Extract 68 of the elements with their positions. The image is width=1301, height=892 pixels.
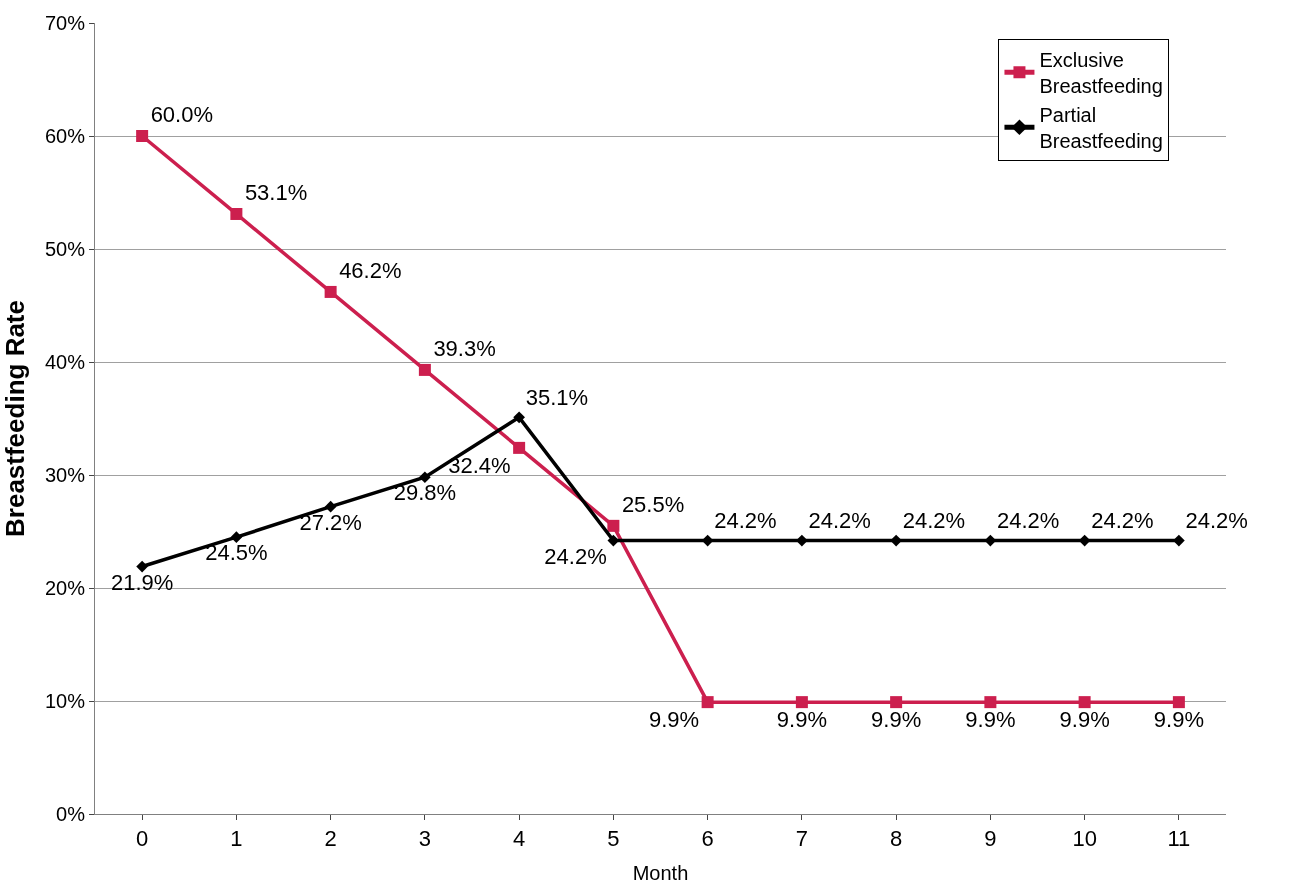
x-tick-label: 8: [890, 826, 903, 852]
data-label: 29.8%: [393, 480, 457, 506]
data-label: 24.2%: [714, 508, 777, 534]
data-label: 25.5%: [621, 491, 685, 517]
y-tick-label: 60%: [44, 125, 86, 147]
y-tick-label: 50%: [44, 238, 86, 260]
y-tick-label: 40%: [44, 351, 86, 373]
point: [230, 207, 243, 220]
point: [513, 441, 526, 454]
point: [796, 534, 808, 547]
data-label: 35.1%: [525, 385, 589, 411]
x-tick-label: 2: [324, 826, 337, 852]
data-label: 53.1%: [244, 179, 308, 205]
y-axis-title: Breastfeeding Rate: [0, 300, 30, 537]
data-label: 9.9%: [776, 707, 827, 733]
data-label: 9.9%: [648, 707, 700, 733]
y-tick-label: 20%: [44, 577, 86, 599]
data-label: 24.2%: [1185, 508, 1248, 534]
legend-label: Exclusive Breastfeeding: [1039, 49, 1163, 98]
point: [513, 411, 525, 424]
point: [1172, 696, 1185, 709]
x-tick-label: 10: [1072, 826, 1097, 852]
point: [795, 696, 808, 709]
x-tick-label: 1: [230, 826, 243, 852]
x-tick-label: 5: [607, 826, 620, 852]
data-label: 60.0%: [150, 102, 214, 127]
point: [418, 363, 431, 376]
point: [324, 285, 337, 298]
data-label: 46.2%: [339, 257, 402, 283]
x-tick-label: 6: [701, 826, 714, 852]
data-label: 24.2%: [808, 508, 871, 534]
data-label: 39.3%: [433, 335, 496, 361]
y-tick-label: 0%: [56, 803, 86, 825]
point: [136, 130, 149, 142]
point: [324, 500, 337, 513]
data-label: 27.2%: [299, 509, 362, 535]
point: [607, 519, 620, 532]
x-axis-title: Month: [632, 861, 689, 884]
data-label: 24.2%: [544, 543, 607, 569]
data-label: 32.4%: [448, 452, 511, 478]
data-label: 9.9%: [871, 707, 922, 733]
point: [890, 696, 903, 709]
y-tick-label: 10%: [44, 690, 86, 712]
data-label: 24.2%: [1091, 508, 1154, 534]
data-label: 9.9%: [1059, 707, 1110, 733]
data-label: 24.2%: [997, 508, 1060, 534]
legend-label: Partial Breastfeeding: [1039, 104, 1163, 153]
point: [1078, 696, 1091, 709]
data-label: 9.9%: [965, 707, 1016, 733]
point: [1173, 534, 1185, 547]
point: [984, 696, 997, 709]
point: [890, 534, 902, 547]
point: [701, 696, 714, 709]
point: [419, 471, 431, 484]
data-label: 24.2%: [902, 508, 966, 534]
x-tick-label: 7: [795, 826, 809, 852]
x-tick-label: 0: [136, 826, 149, 852]
y-tick-label: 30%: [44, 464, 86, 486]
x-tick-label: 11: [1167, 826, 1191, 852]
data-label: 9.9%: [1153, 707, 1204, 733]
data-label: 24.5%: [205, 540, 268, 566]
x-tick-label: 4: [513, 826, 526, 852]
point: [136, 560, 148, 573]
point: [230, 531, 243, 543]
x-tick-label: 3: [418, 826, 432, 852]
x-tick-label: 9: [984, 826, 997, 852]
data-label: 21.9%: [110, 569, 174, 595]
y-tick-label: 70%: [44, 12, 86, 34]
